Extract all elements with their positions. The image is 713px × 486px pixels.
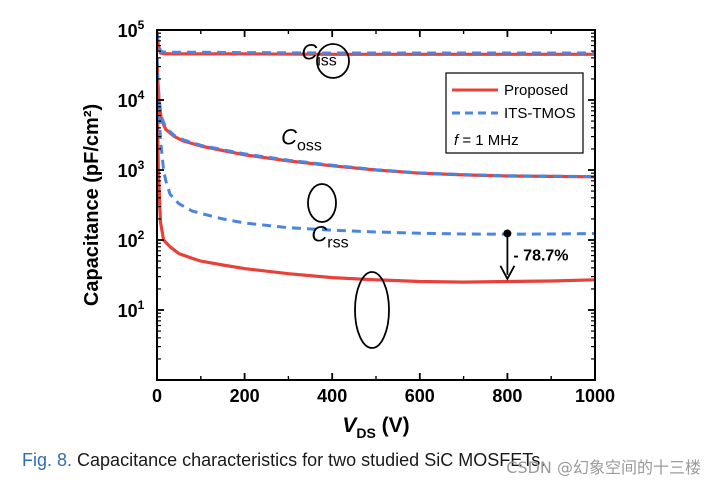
x-axis-label-unit: (V) xyxy=(376,414,410,437)
curve-ellipse-rss xyxy=(354,271,390,349)
legend-label: Proposed xyxy=(504,82,568,99)
series-layer xyxy=(157,31,595,284)
caption-text: Capacitance characteristics for two stud… xyxy=(72,450,546,470)
y-tick-exponent: 3 xyxy=(138,158,145,172)
reduction-label: - 78.7% xyxy=(513,248,568,265)
legend: Proposed ITS-TMOS f = 1 MHz xyxy=(445,72,584,154)
x-axis-label-sub: DS xyxy=(356,425,375,441)
figure-caption: Fig. 8. Capacitance characteristics for … xyxy=(22,450,545,471)
y-tick-exponent: 2 xyxy=(138,228,145,242)
y-tick-base: 10 xyxy=(118,161,138,181)
series-its-tmos-crss xyxy=(157,99,595,236)
y-tick-label: 104 xyxy=(118,88,145,111)
curve-label-rss: Crss xyxy=(311,222,348,252)
curve-label-main: C xyxy=(301,39,317,64)
y-tick-label: 101 xyxy=(118,298,145,321)
x-tick-label: 600 xyxy=(405,386,435,406)
legend-label: ITS-TMOS xyxy=(504,105,576,122)
y-tick-exponent: 5 xyxy=(138,18,145,32)
y-tick-exponent: 1 xyxy=(138,298,145,312)
x-axis-label: VDS (V) xyxy=(342,414,409,441)
curve-label-main: C xyxy=(281,125,297,150)
x-tick-label: 400 xyxy=(317,386,347,406)
curve-label-iss: Ciss xyxy=(301,39,336,69)
x-tick-label: 800 xyxy=(492,386,522,406)
legend-frequency-note: f = 1 MHz xyxy=(454,132,519,149)
series-its-tmos-coss xyxy=(157,57,595,179)
y-tick-exponent: 4 xyxy=(138,88,145,102)
curve-label-sub: rss xyxy=(327,235,348,252)
y-tick-base: 10 xyxy=(118,21,138,41)
curve-label-oss: Coss xyxy=(281,125,322,155)
y-tick-base: 10 xyxy=(118,231,138,251)
y-tick-label: 103 xyxy=(118,158,145,181)
legend-note-variable: f xyxy=(454,132,460,149)
x-tick-label: 1000 xyxy=(575,386,615,406)
figure-number: Fig. 8. xyxy=(22,450,73,470)
reduction-arrow-head xyxy=(499,265,516,281)
y-axis-label: Capacitance (pF/cm²) xyxy=(81,104,103,306)
x-axis-label-main: V xyxy=(342,414,358,437)
series-proposed-ciss xyxy=(157,31,595,56)
curve-label-sub: iss xyxy=(317,52,337,69)
y-tick-label: 102 xyxy=(118,228,145,251)
watermark: CSDN @幻象空间的十三楼 xyxy=(506,458,701,477)
curve-ellipse-iss xyxy=(316,43,350,79)
legend-note-value: = 1 MHz xyxy=(458,132,518,149)
x-tick-label: 0 xyxy=(152,386,162,406)
y-tick-label: 105 xyxy=(118,18,145,41)
curve-ellipse-oss xyxy=(307,183,337,223)
y-tick-base: 10 xyxy=(118,91,138,111)
series-proposed-crss xyxy=(157,78,595,284)
curve-label-main: C xyxy=(311,222,327,247)
curve-label-sub: oss xyxy=(297,138,322,155)
y-tick-base: 10 xyxy=(118,301,138,321)
x-tick-label: 200 xyxy=(230,386,260,406)
series-its-tmos-ciss xyxy=(157,33,595,55)
